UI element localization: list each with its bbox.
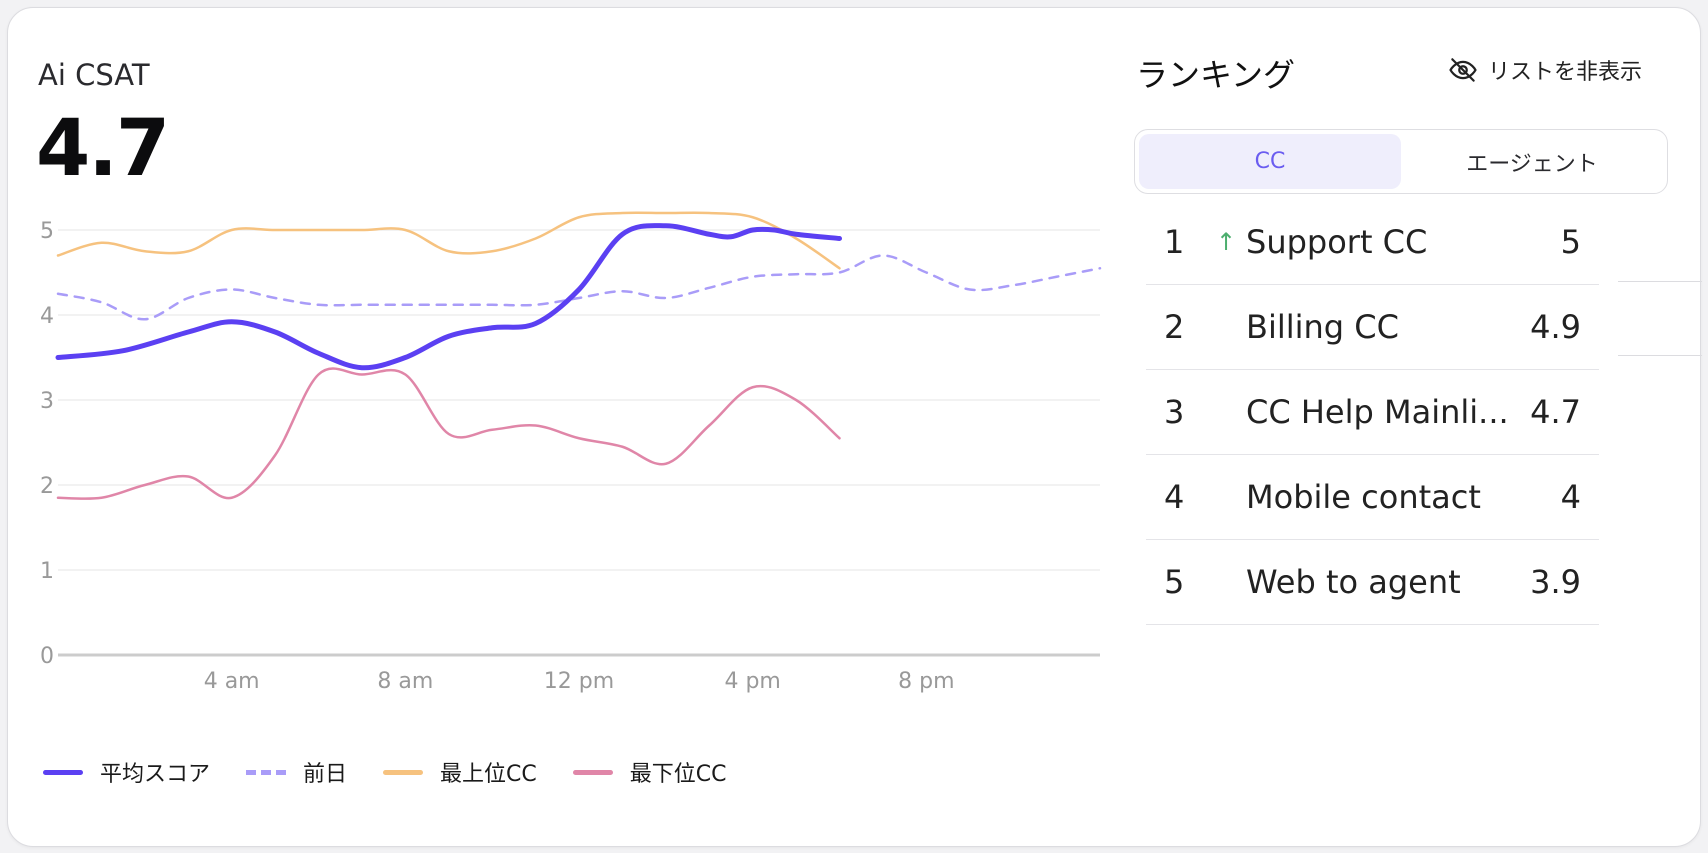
rank-name: Mobile contact [1246,478,1481,516]
legend-label-top: 最上位CC [440,762,537,787]
tab-cc[interactable]: CC [1139,134,1401,189]
rank-number: 2 [1164,308,1185,346]
rank-number: 5 [1164,563,1185,601]
rank-name: Billing CC [1246,308,1399,346]
ranking-tabs: CC エージェント [1134,129,1668,194]
ranking-title: ランキング [1136,56,1296,94]
rank-name: Web to agent [1246,563,1461,601]
tab-agent[interactable]: エージェント [1466,151,1598,177]
chart-legend: 平均スコア 前日 最上位CC 最下位CC [43,756,763,788]
legend-item-bottom[interactable]: 最下位CC [572,756,727,788]
legend-label-prev: 前日 [303,762,348,787]
ranking-row[interactable]: 1 ↑ Support CC 5 [1146,200,1599,285]
rank-score: 4.9 [1530,308,1581,346]
legend-label-avg: 平均スコア [100,762,211,787]
legend-item-top[interactable]: 最上位CC [383,756,537,788]
legend-swatch-top [383,769,424,775]
rank-number: 4 [1164,478,1185,516]
ranking-row[interactable]: 5 Web to agent 3.9 [1146,540,1599,625]
ranking-list: 1 ↑ Support CC 5 2 Billing CC 4.9 3 CC H… [1146,200,1599,625]
legend-swatch-prev [246,769,287,775]
row-divider [1618,281,1702,282]
row-divider [1618,355,1702,356]
rank-score: 4 [1560,478,1581,516]
rank-name: Support CC [1246,223,1428,261]
rank-score: 4.7 [1530,393,1581,431]
legend-item-avg[interactable]: 平均スコア [43,756,210,788]
metric-label: Ai CSAT [38,58,150,92]
legend-swatch-bottom [572,769,613,775]
rank-score: 5 [1560,223,1581,261]
legend-label-bottom: 最下位CC [629,762,727,787]
legend-item-prev[interactable]: 前日 [246,756,347,788]
ranking-row[interactable]: 3 CC Help Mainli... 4.7 [1146,370,1599,455]
eye-off-icon [1449,58,1477,82]
rank-name: CC Help Mainli... [1246,393,1509,431]
rank-number: 1 [1164,223,1185,261]
hide-list-label: リストを非表示 [1488,60,1643,85]
arrow-up-icon: ↑ [1216,228,1237,256]
rank-score: 3.9 [1530,563,1581,601]
metric-value: 4.7 [36,104,170,194]
hide-list-button[interactable]: リストを非表示 [1448,54,1642,86]
ranking-row[interactable]: 2 Billing CC 4.9 [1146,285,1599,370]
legend-swatch-avg [43,769,83,775]
rank-number: 3 [1164,393,1185,431]
ranking-row[interactable]: 4 Mobile contact 4 [1146,455,1599,540]
